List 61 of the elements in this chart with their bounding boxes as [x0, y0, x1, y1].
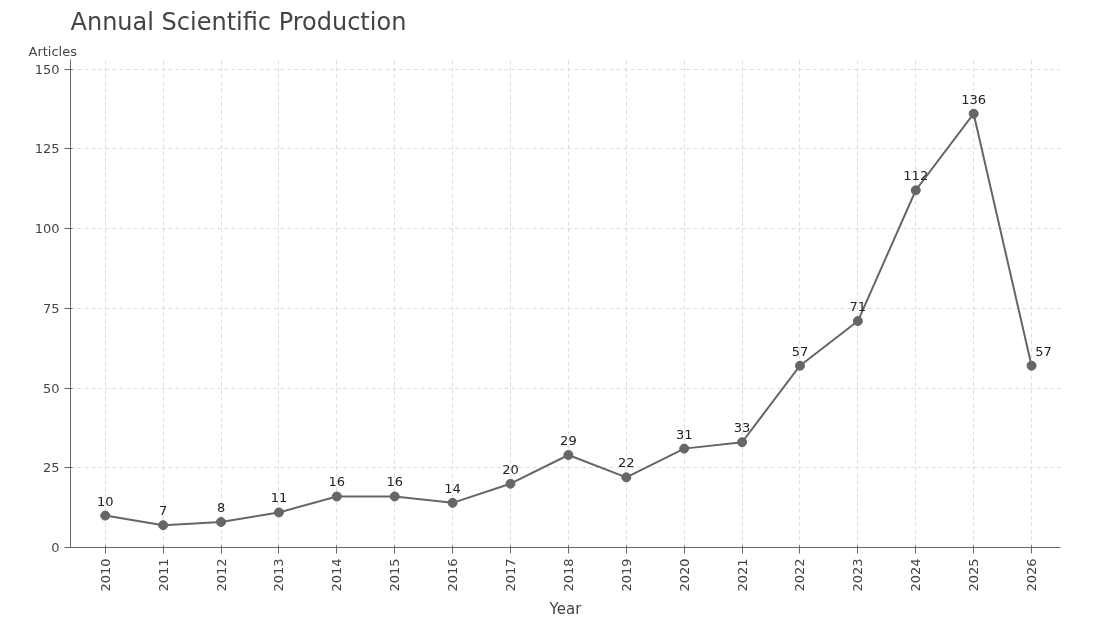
point [621, 472, 632, 483]
point [505, 478, 516, 489]
y-tick-label: 150 [34, 61, 60, 77]
point [216, 516, 227, 527]
data-label: 16 [328, 474, 346, 490]
point [331, 491, 342, 502]
y-tick-label: 25 [42, 460, 60, 476]
x-tick-label: 2021 [734, 558, 750, 592]
x-tick-label: 2015 [387, 558, 403, 592]
x-tick-label: 2026 [1024, 558, 1040, 592]
point [447, 497, 458, 508]
point [158, 520, 169, 531]
x-tick-label: 2017 [503, 558, 518, 592]
point [968, 108, 979, 119]
point [910, 185, 921, 196]
data-label: 11 [270, 490, 288, 506]
point [852, 316, 863, 327]
x-tick-label: 2010 [97, 558, 113, 592]
data-label: 57 [791, 343, 809, 359]
data-label: 31 [675, 426, 693, 442]
data-label: 71 [849, 299, 867, 315]
x-tick-label: 2025 [966, 558, 982, 592]
data-label: 57 [1035, 343, 1052, 359]
point [563, 450, 574, 460]
data-label: 20 [502, 461, 519, 477]
data-label: 29 [560, 433, 577, 448]
y-tick-label: 125 [34, 141, 60, 157]
y-tick-label: 100 [34, 221, 60, 237]
x-tick-label: 2020 [676, 558, 692, 592]
x-tick-label: 2022 [792, 558, 808, 592]
x-tick-label: 2019 [618, 558, 634, 592]
data-label: 16 [386, 474, 403, 490]
point [794, 360, 805, 371]
x-tick-label: 2011 [155, 558, 171, 592]
point [737, 437, 748, 448]
x-tick-label: 2014 [329, 558, 345, 592]
y-tick-label: 75 [42, 300, 60, 316]
x-tick-label: 2024 [908, 558, 924, 592]
data-label: 33 [733, 420, 751, 436]
x-axis-title: Year [548, 599, 583, 618]
x-tick-label: 2018 [560, 558, 576, 592]
x-tick-label: 2013 [271, 558, 287, 592]
data-label: 10 [96, 493, 114, 509]
point [679, 443, 690, 454]
data-label: 22 [618, 455, 635, 471]
data-label: 112 [903, 168, 929, 184]
point [100, 510, 111, 521]
data-label: 7 [159, 503, 168, 519]
chart-title: Annual Scientific Production [70, 7, 407, 36]
data-label: 14 [444, 480, 461, 496]
x-tick-label: 2012 [213, 558, 229, 592]
y-tick-label: 0 [51, 540, 60, 555]
data-label: 8 [216, 499, 226, 515]
y-axis-title: Articles [28, 43, 78, 59]
x-tick-label: 2023 [850, 558, 866, 592]
y-tick-label: 50 [42, 380, 60, 396]
data-label: 136 [961, 91, 987, 107]
point [389, 491, 400, 502]
point [1026, 360, 1037, 371]
x-tick-label: 2016 [445, 558, 461, 592]
point [273, 507, 284, 518]
